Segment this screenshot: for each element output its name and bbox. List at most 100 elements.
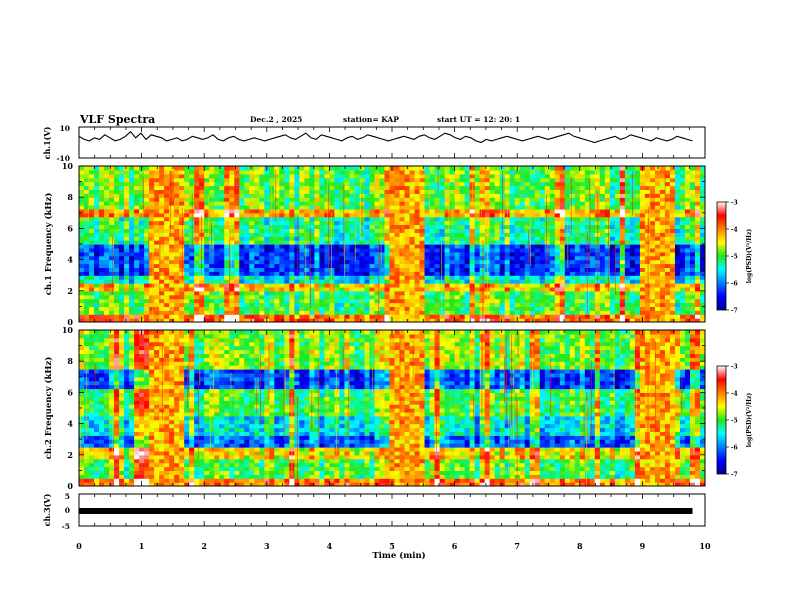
spectrogram-cell <box>429 275 436 280</box>
spectrogram-cell <box>609 212 616 218</box>
spectrogram-cell <box>274 310 280 315</box>
spectrogram-cell <box>259 232 265 237</box>
spectrogram-cell <box>339 220 346 226</box>
spectrogram-cell <box>599 306 606 311</box>
spectrogram-cell <box>609 294 616 300</box>
spectrogram-cell <box>379 173 386 179</box>
spectrogram-cell <box>419 259 426 265</box>
spectrogram-cell <box>689 197 696 202</box>
spectrogram-cell <box>149 193 155 198</box>
spectrogram-cell <box>254 275 260 280</box>
spectrogram-cell <box>119 166 125 171</box>
spectrogram-cell <box>194 185 200 190</box>
spectrogram-cell <box>294 220 300 226</box>
spectrogram-cell <box>384 302 391 307</box>
spectrogram-cell <box>129 181 135 187</box>
spectrogram-cell <box>504 306 511 311</box>
spectrogram-cell <box>364 205 371 210</box>
spectrogram-cell <box>239 236 245 241</box>
spectrogram-cell <box>464 224 471 229</box>
spectrogram-cell <box>139 310 145 315</box>
spectrogram-cell <box>94 228 100 233</box>
spectrogram-cell <box>254 240 260 245</box>
spectrogram-cell <box>204 314 210 319</box>
spectrogram-cell <box>189 166 195 171</box>
spectrogram-cell <box>589 208 596 214</box>
spectrogram-cell <box>489 177 496 183</box>
spectrogram-cell <box>489 259 496 265</box>
spectrogram-cell <box>294 193 300 198</box>
spectrogram-cell <box>479 197 486 202</box>
spectrogram-cell <box>279 185 285 190</box>
spectrogram-cell <box>514 286 521 292</box>
spectrogram-cell <box>314 240 320 245</box>
spectrogram-cell <box>529 302 536 307</box>
spectrogram-cell <box>364 283 371 288</box>
spectrogram-cell <box>534 267 541 272</box>
spectrogram-cell <box>514 173 521 179</box>
spectrogram-cell <box>219 310 225 315</box>
spectrogram-cell <box>624 275 631 280</box>
spectrogram-cell <box>479 283 486 288</box>
spectrogram-cell <box>154 236 160 241</box>
spectrogram-cell <box>344 232 351 237</box>
spectrogram-cell <box>179 193 185 198</box>
spectrogram-cell <box>429 173 436 179</box>
spectrogram-cell <box>549 247 556 253</box>
spectrogram-cell <box>664 169 671 175</box>
spectrogram-cell <box>604 279 611 284</box>
spectrogram-cell <box>209 232 215 237</box>
spectrogram-cell <box>464 283 471 288</box>
spectrogram-cell <box>459 275 466 280</box>
spectrogram-cell <box>424 294 431 300</box>
spectrogram-cell <box>389 314 396 319</box>
spectrogram-cell <box>549 294 556 300</box>
spectrogram-cell <box>144 181 150 187</box>
spectrogram-cell <box>99 271 105 276</box>
spectrogram-cell <box>369 201 376 206</box>
spectrogram-cell <box>84 259 90 265</box>
spectrogram-cell <box>274 224 280 229</box>
spectrogram-cell <box>389 251 396 257</box>
spectrogram-cell <box>249 306 255 311</box>
spectrogram-cell <box>179 279 185 284</box>
spectrogram-cell <box>579 255 586 261</box>
spectrogram-cell <box>134 275 140 280</box>
spectrogram-cell <box>604 240 611 245</box>
spectrogram-cell <box>289 244 295 249</box>
spectrogram-cell <box>644 197 651 202</box>
spectrogram-cell <box>549 263 556 268</box>
spectrogram-cell <box>289 290 295 296</box>
spectrogram-cell <box>239 279 245 284</box>
spectrogram-cell <box>389 271 396 276</box>
spectrogram-cell <box>599 240 606 245</box>
spectrogram-cell <box>269 216 275 222</box>
spectrogram-cell <box>199 263 205 268</box>
spectrogram-cell <box>509 220 516 226</box>
spectrogram-cell <box>364 185 371 190</box>
spectrogram-cell <box>624 283 631 288</box>
spectrogram-cell <box>649 302 656 307</box>
spectrogram-cell <box>644 224 651 229</box>
spectrogram-cell <box>574 294 581 300</box>
spectrogram-cell <box>394 232 401 237</box>
spectrogram-cell <box>374 271 381 276</box>
spectrogram-cell <box>679 240 686 245</box>
spectrogram-cell <box>529 240 536 245</box>
spectrogram-cell <box>299 314 305 319</box>
spectrogram-cell <box>514 208 521 214</box>
spectrogram-cell <box>389 236 396 241</box>
spectrogram-cell <box>199 236 205 241</box>
spectrogram-cell <box>589 314 596 319</box>
spectrogram-cell <box>449 185 456 190</box>
spectrogram-cell <box>239 216 245 222</box>
spectrogram-cell <box>424 279 431 284</box>
spectrogram-cell <box>324 271 330 276</box>
spectrogram-cell <box>654 255 661 261</box>
spectrogram-cell <box>249 251 255 257</box>
spectrogram-cell <box>204 244 210 249</box>
spectrogram-cell <box>559 228 566 233</box>
spectrogram-cell <box>199 318 205 322</box>
spectrogram-cell <box>219 224 225 229</box>
spectrogram-cell <box>619 240 626 245</box>
